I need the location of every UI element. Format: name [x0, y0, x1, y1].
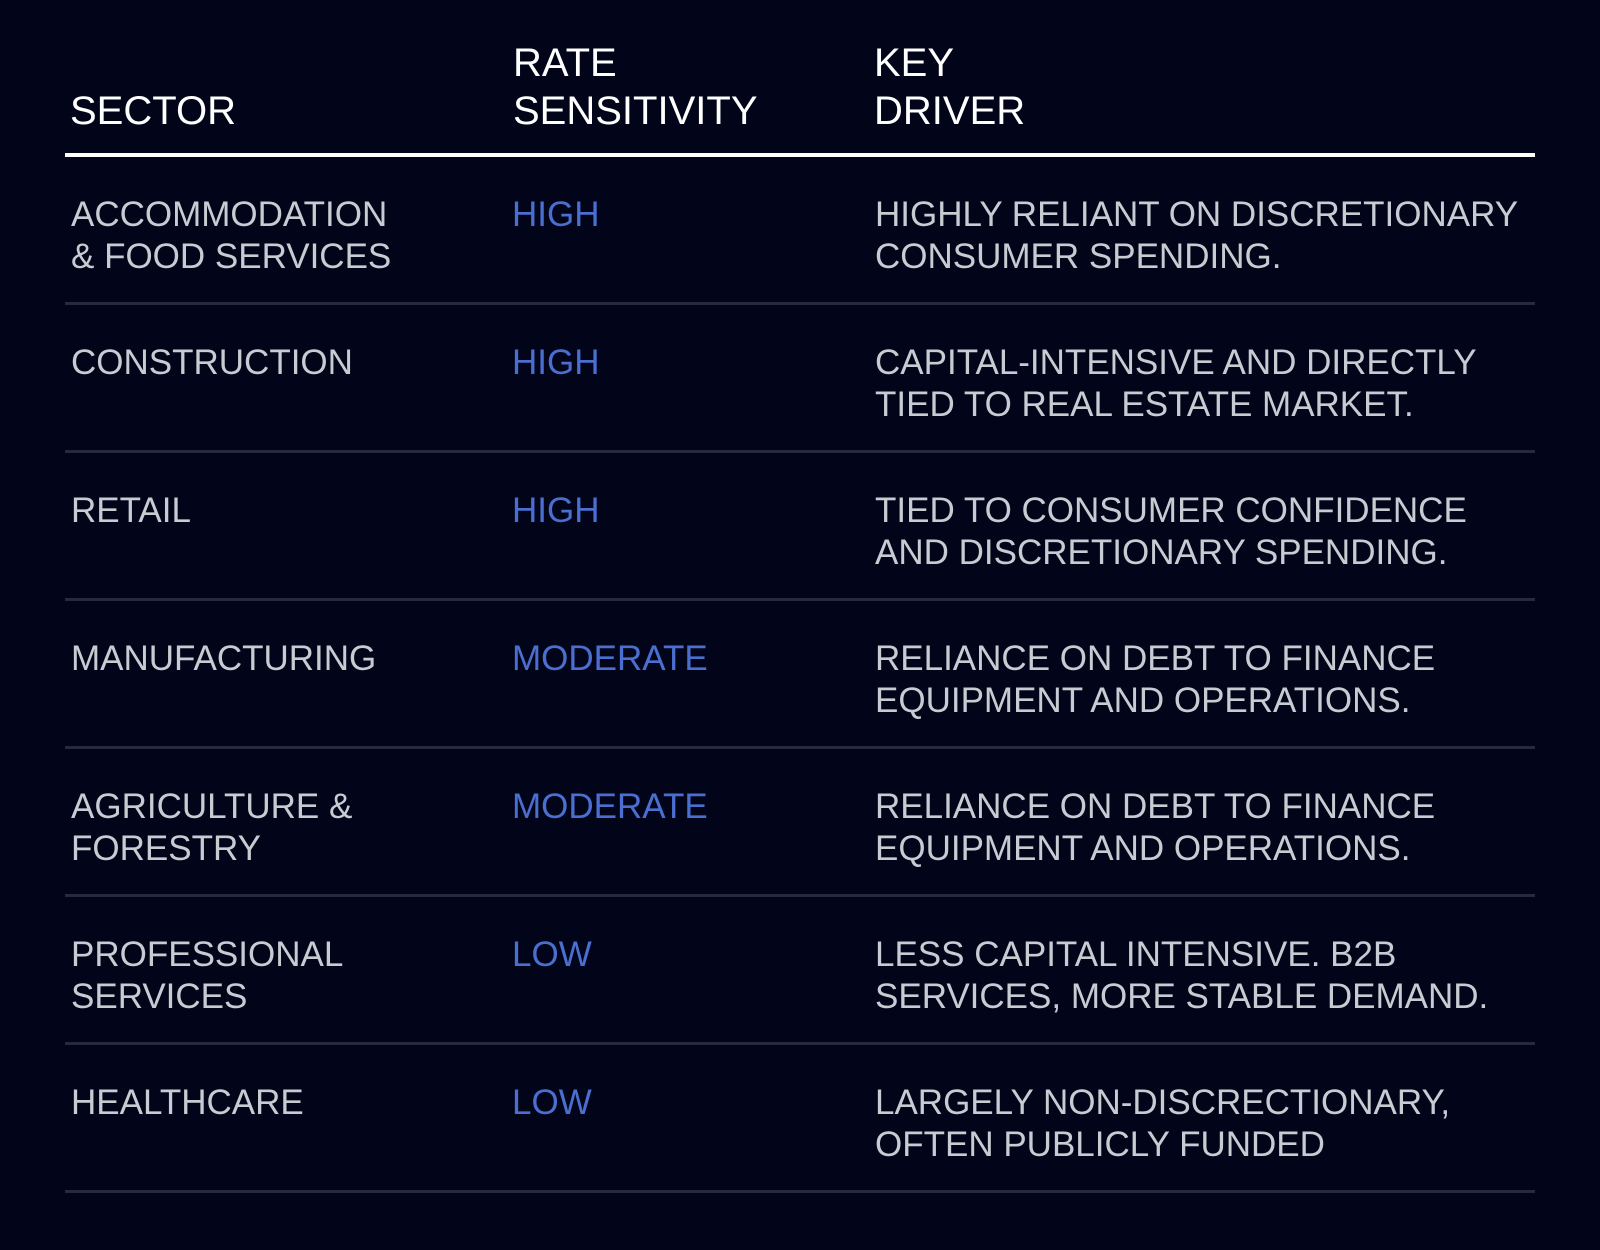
table-row: ACCOMMODATION & FOOD SERVICES HIGH HIGHL… [65, 157, 1535, 305]
key-driver-cell: LESS CAPITAL INTENSIVE. B2B SERVICES, MO… [875, 934, 1535, 1018]
rate-sensitivity-cell: LOW [512, 1083, 592, 1122]
key-driver-cell: LARGELY NON-DISCRECTIONARY, OFTEN PUBLIC… [875, 1082, 1535, 1166]
sector-line: HEALTHCARE [71, 1083, 304, 1122]
sector-line: FORESTRY [71, 829, 261, 868]
header-key-driver: KEY DRIVER [874, 39, 1025, 135]
sector-cell: AGRICULTURE & FORESTRY [71, 786, 471, 870]
sector-cell: PROFESSIONAL SERVICES [71, 934, 471, 1018]
sector-line: SERVICES [71, 977, 248, 1016]
driver-line: SERVICES, MORE STABLE DEMAND. [875, 977, 1489, 1016]
driver-line: CONSUMER SPENDING. [875, 237, 1282, 276]
driver-line: AND DISCRETIONARY SPENDING. [875, 533, 1448, 572]
driver-line: HIGHLY RELIANT ON DISCRETIONARY [875, 195, 1519, 234]
driver-line: RELIANCE ON DEBT TO FINANCE [875, 787, 1436, 826]
rate-sensitivity-cell: HIGH [512, 491, 600, 530]
sector-line: RETAIL [71, 491, 191, 530]
driver-line: OFTEN PUBLICLY FUNDED [875, 1125, 1325, 1164]
sector-cell: ACCOMMODATION & FOOD SERVICES [71, 194, 471, 278]
key-driver-cell: TIED TO CONSUMER CONFIDENCE AND DISCRETI… [875, 490, 1535, 574]
driver-line: LARGELY NON-DISCRECTIONARY, [875, 1083, 1451, 1122]
driver-line: LESS CAPITAL INTENSIVE. B2B [875, 935, 1397, 974]
rate-sensitivity-cell: HIGH [512, 195, 600, 234]
table-row: CONSTRUCTION HIGH CAPITAL-INTENSIVE AND … [65, 305, 1535, 453]
table-row: HEALTHCARE LOW LARGELY NON-DISCRECTIONAR… [65, 1045, 1535, 1193]
driver-line: TIED TO CONSUMER CONFIDENCE [875, 491, 1467, 530]
sector-rate-table: SECTOR RATE SENSITIVITY KEY DRIVER ACCOM… [65, 0, 1535, 1193]
driver-line: RELIANCE ON DEBT TO FINANCE [875, 639, 1436, 678]
driver-line: EQUIPMENT AND OPERATIONS. [875, 681, 1411, 720]
table-row: AGRICULTURE & FORESTRY MODERATE RELIANCE… [65, 749, 1535, 897]
key-driver-cell: HIGHLY RELIANT ON DISCRETIONARY CONSUMER… [875, 194, 1535, 278]
table-row: PROFESSIONAL SERVICES LOW LESS CAPITAL I… [65, 897, 1535, 1045]
sector-line: PROFESSIONAL [71, 935, 344, 974]
header-sector: SECTOR [70, 87, 236, 135]
sector-line: & FOOD SERVICES [71, 237, 392, 276]
header-rate-line-2: SENSITIVITY [513, 89, 758, 133]
sector-cell: CONSTRUCTION [71, 342, 471, 384]
driver-line: TIED TO REAL ESTATE MARKET. [875, 385, 1414, 424]
header-rate-line-1: RATE [513, 41, 617, 85]
sector-line: CONSTRUCTION [71, 343, 353, 382]
header-driver-line-1: KEY [874, 41, 955, 85]
rate-sensitivity-cell: LOW [512, 935, 592, 974]
header-sector-line: SECTOR [70, 89, 236, 133]
sector-line: AGRICULTURE & [71, 787, 353, 826]
table-header: SECTOR RATE SENSITIVITY KEY DRIVER [65, 0, 1535, 157]
table-row: RETAIL HIGH TIED TO CONSUMER CONFIDENCE … [65, 453, 1535, 601]
sector-cell: MANUFACTURING [71, 638, 471, 680]
key-driver-cell: RELIANCE ON DEBT TO FINANCE EQUIPMENT AN… [875, 786, 1535, 870]
sector-cell: RETAIL [71, 490, 471, 532]
rate-sensitivity-cell: HIGH [512, 343, 600, 382]
driver-line: EQUIPMENT AND OPERATIONS. [875, 829, 1411, 868]
header-driver-line-2: DRIVER [874, 89, 1026, 133]
driver-line: CAPITAL-INTENSIVE AND DIRECTLY [875, 343, 1477, 382]
key-driver-cell: RELIANCE ON DEBT TO FINANCE EQUIPMENT AN… [875, 638, 1535, 722]
sector-cell: HEALTHCARE [71, 1082, 471, 1124]
key-driver-cell: CAPITAL-INTENSIVE AND DIRECTLY TIED TO R… [875, 342, 1535, 426]
sector-line: ACCOMMODATION [71, 195, 388, 234]
header-rate-sensitivity: RATE SENSITIVITY [513, 39, 758, 135]
rate-sensitivity-cell: MODERATE [512, 787, 708, 826]
table-row: MANUFACTURING MODERATE RELIANCE ON DEBT … [65, 601, 1535, 749]
rate-sensitivity-cell: MODERATE [512, 639, 708, 678]
sector-line: MANUFACTURING [71, 639, 377, 678]
